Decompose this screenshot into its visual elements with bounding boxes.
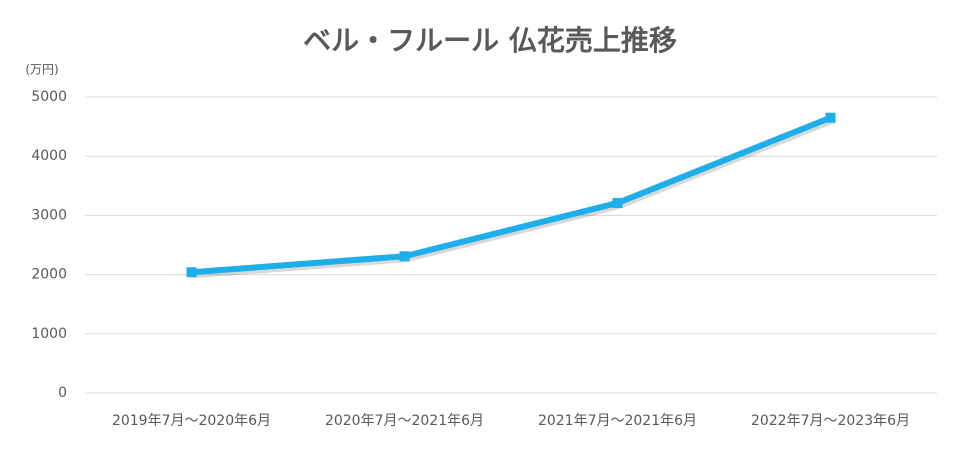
y-tick-label: 2000: [31, 267, 67, 283]
line-shadow: [193, 117, 834, 279]
marker: [612, 197, 623, 208]
y-tick-label: 4000: [31, 148, 67, 164]
line: [188, 114, 834, 276]
marker: [399, 251, 410, 262]
x-tick-label: 2020年7月～2021年6月: [325, 413, 484, 429]
chart-title: ベル・フルール 仏花売上推移: [303, 24, 677, 57]
marker: [825, 112, 836, 123]
y-tick-label: 0: [58, 385, 67, 401]
y-tick-label: 1000: [31, 326, 67, 342]
x-tick-label: 2019年7月～2020年6月: [112, 413, 271, 429]
x-tick-label: 2022年7月～2023年6月: [751, 413, 910, 429]
y-tick-label: 5000: [31, 89, 67, 105]
x-tick-label: 2021年7月～2021年6月: [538, 413, 697, 429]
marker: [186, 267, 197, 278]
y-unit-label: (万円): [25, 63, 58, 77]
y-tick-label: 3000: [31, 207, 67, 223]
